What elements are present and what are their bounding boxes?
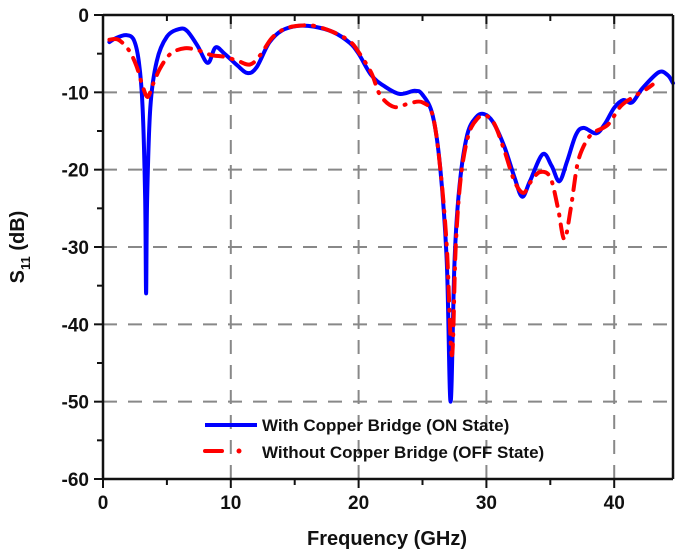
y-tick-label: -60 (62, 470, 89, 491)
x-tick-label: 10 (220, 493, 241, 514)
x-tick-label: 40 (604, 493, 625, 514)
legend-label-off: Without Copper Bridge (OFF State) (262, 443, 544, 462)
y-tick-label: 0 (78, 6, 89, 27)
y-tick-label: -20 (62, 161, 89, 182)
legend-label-on: With Copper Bridge (ON State) (262, 416, 509, 435)
y-tick-label: -30 (62, 238, 89, 259)
series-off-state-line (107, 23, 655, 358)
x-tick-label: 20 (348, 493, 369, 514)
legend-swatch-off-dot (236, 448, 242, 454)
y-axis-title: S11 (dB) (7, 211, 33, 284)
svg-text:S11 (dB): S11 (dB) (7, 211, 33, 284)
grid-lines (103, 15, 673, 479)
y-tick-label: -10 (62, 83, 89, 104)
tick-labels: 0 10 20 30 40 0 -10 -20 -30 -40 -50 -60 (62, 6, 625, 514)
legend: With Copper Bridge (ON State) Without Co… (203, 416, 544, 462)
y-tick-label: -40 (62, 315, 89, 336)
x-axis-title: Frequency (GHz) (307, 528, 467, 550)
y-tick-label: -50 (62, 393, 89, 414)
y-axis-title-unit: (dB) (7, 211, 29, 251)
y-axis-title-sub: 11 (18, 256, 33, 270)
series-on-state-line (107, 23, 675, 404)
y-axis-title-main: S (7, 270, 29, 283)
series-layer (107, 23, 675, 404)
x-tick-label: 30 (476, 493, 497, 514)
x-tick-label: 0 (98, 493, 109, 514)
axis-ticks (94, 14, 616, 488)
